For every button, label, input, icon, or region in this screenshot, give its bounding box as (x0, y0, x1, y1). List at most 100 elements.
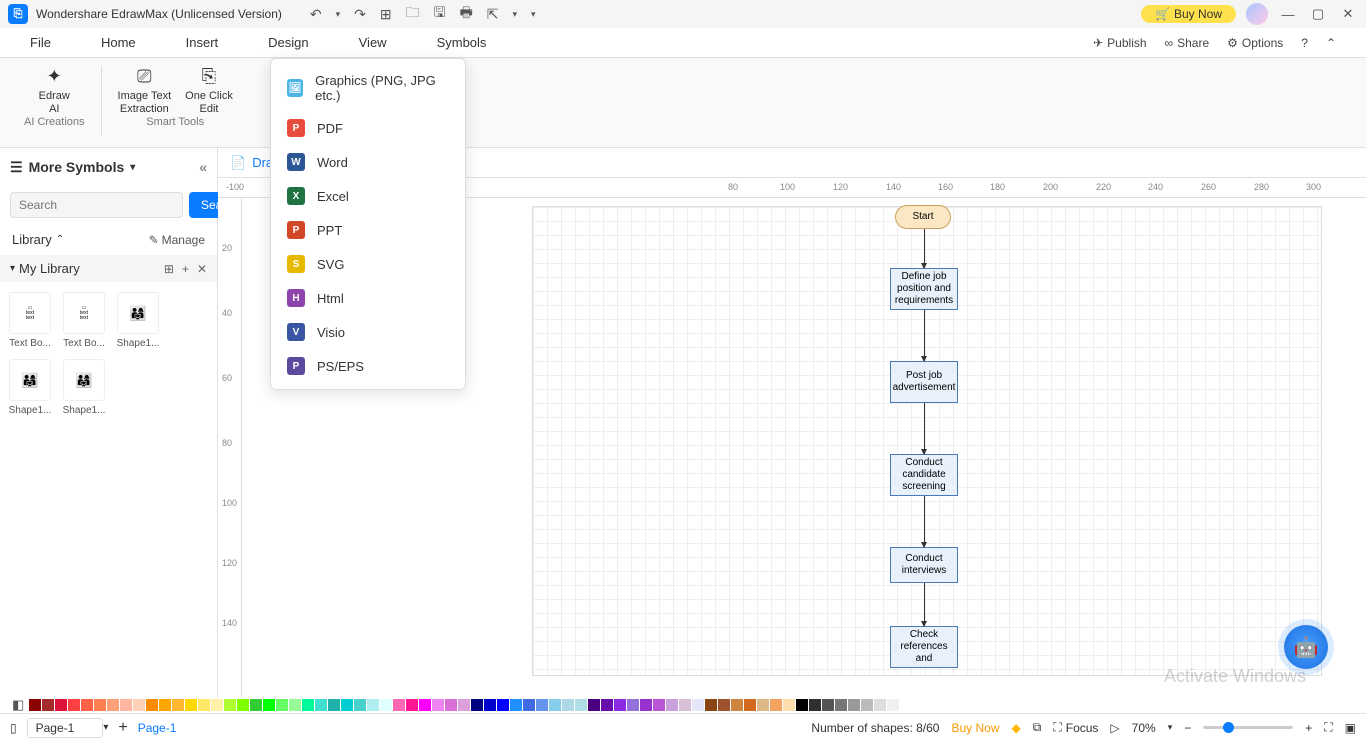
color-swatch[interactable] (822, 699, 834, 711)
flow-node[interactable]: Start (895, 205, 951, 229)
shape-item[interactable]: ▭texttextText Bo... (62, 292, 106, 349)
close-icon[interactable]: ✕ (1338, 6, 1358, 22)
color-swatch[interactable] (484, 699, 496, 711)
color-swatch[interactable] (94, 699, 106, 711)
color-swatch[interactable] (328, 699, 340, 711)
color-swatch[interactable] (458, 699, 470, 711)
color-swatch[interactable] (237, 699, 249, 711)
options-button[interactable]: ⚙Options (1227, 36, 1283, 50)
chevron-down-icon[interactable]: ▾ (10, 263, 15, 274)
color-picker-icon[interactable]: ◧ (12, 697, 24, 713)
color-swatch[interactable] (549, 699, 561, 711)
color-swatch[interactable] (783, 699, 795, 711)
export-item-word[interactable]: WWord (271, 145, 465, 179)
layers-icon[interactable]: ⧉ (1033, 720, 1042, 735)
library-label[interactable]: Library (12, 232, 52, 247)
color-swatch[interactable] (679, 699, 691, 711)
menu-file[interactable]: File (30, 35, 51, 50)
color-swatch[interactable] (523, 699, 535, 711)
pages-icon[interactable]: ▯ (10, 721, 17, 735)
flow-node[interactable]: Post job advertisement (890, 361, 958, 403)
more-icon[interactable]: ▾ (531, 9, 536, 20)
page-selector[interactable]: Page-1 (27, 718, 104, 738)
collapse-ribbon-icon[interactable]: ⌃ (1326, 36, 1336, 50)
color-swatch[interactable] (146, 699, 158, 711)
color-swatch[interactable] (42, 699, 54, 711)
flow-node[interactable]: Check references and (890, 626, 958, 668)
color-swatch[interactable] (861, 699, 873, 711)
manage-button[interactable]: ✎Manage (149, 233, 205, 247)
color-swatch[interactable] (302, 699, 314, 711)
minimize-icon[interactable]: — (1278, 7, 1298, 22)
color-swatch[interactable] (601, 699, 613, 711)
zoom-dropdown-icon[interactable]: ▾ (1168, 722, 1173, 733)
color-swatch[interactable] (263, 699, 275, 711)
undo-dropdown-icon[interactable]: ▾ (336, 9, 341, 20)
buy-now-status[interactable]: Buy Now (951, 721, 999, 735)
menu-home[interactable]: Home (101, 35, 136, 50)
color-swatch[interactable] (159, 699, 171, 711)
color-swatch[interactable] (809, 699, 821, 711)
zoom-slider[interactable] (1203, 726, 1293, 729)
color-swatch[interactable] (250, 699, 262, 711)
help-icon[interactable]: ? (1301, 36, 1308, 50)
export-item-svg[interactable]: SSVG (271, 247, 465, 281)
color-swatch[interactable] (692, 699, 704, 711)
ai-chat-button[interactable]: 🤖 (1284, 625, 1328, 669)
zoom-in-button[interactable]: + (1305, 721, 1312, 735)
color-swatch[interactable] (731, 699, 743, 711)
flow-node[interactable]: Define job position and requirements (890, 268, 958, 310)
color-swatch[interactable] (81, 699, 93, 711)
color-swatch[interactable] (666, 699, 678, 711)
my-library-label[interactable]: My Library (19, 261, 80, 276)
color-swatch[interactable] (354, 699, 366, 711)
color-swatch[interactable] (55, 699, 67, 711)
color-swatch[interactable] (68, 699, 80, 711)
color-swatch[interactable] (289, 699, 301, 711)
page-dropdown-icon[interactable]: ▾ (103, 722, 108, 733)
new-icon[interactable]: ⊞ (380, 6, 392, 23)
color-swatch[interactable] (393, 699, 405, 711)
publish-button[interactable]: ✈Publish (1093, 36, 1146, 50)
color-swatch[interactable] (588, 699, 600, 711)
export-dropdown-icon[interactable]: ▾ (513, 9, 518, 20)
export-item-excel[interactable]: XExcel (271, 179, 465, 213)
menu-symbols[interactable]: Symbols (437, 35, 487, 50)
search-input[interactable] (10, 192, 183, 218)
flow-node[interactable]: Conduct interviews (890, 547, 958, 583)
open-icon[interactable]: 🗀 (406, 2, 420, 26)
color-swatch[interactable] (445, 699, 457, 711)
add-page-button[interactable]: + (118, 719, 127, 737)
color-swatch[interactable] (796, 699, 808, 711)
color-swatch[interactable] (432, 699, 444, 711)
chevron-down-icon[interactable]: ▾ (130, 162, 135, 173)
add-icon[interactable]: + (182, 262, 189, 276)
menu-view[interactable]: View (359, 35, 387, 50)
export-item-pdf[interactable]: PPDF (271, 111, 465, 145)
shape-item[interactable]: 👨‍👩‍👧Shape1... (8, 359, 52, 416)
flow-node[interactable]: Conduct candidate screening (890, 454, 958, 496)
color-swatch[interactable] (406, 699, 418, 711)
color-swatch[interactable] (718, 699, 730, 711)
color-swatch[interactable] (640, 699, 652, 711)
save-icon[interactable]: 🖫 (434, 2, 446, 26)
fit-icon[interactable]: ⛶ (1324, 720, 1332, 735)
color-swatch[interactable] (211, 699, 223, 711)
close-lib-icon[interactable]: ✕ (197, 262, 207, 276)
color-swatch[interactable] (315, 699, 327, 711)
color-swatch[interactable] (107, 699, 119, 711)
color-swatch[interactable] (757, 699, 769, 711)
color-swatch[interactable] (185, 699, 197, 711)
color-swatch[interactable] (198, 699, 210, 711)
color-swatch[interactable] (848, 699, 860, 711)
color-swatch[interactable] (172, 699, 184, 711)
export-item-graphics-png-jpg-etc-[interactable]: 🖼Graphics (PNG, JPG etc.) (271, 65, 465, 111)
zoom-out-button[interactable]: − (1184, 721, 1191, 735)
color-swatch[interactable] (744, 699, 756, 711)
redo-icon[interactable]: ↷ (354, 6, 366, 23)
focus-button[interactable]: ⛶Focus (1053, 720, 1098, 735)
fullscreen-icon[interactable]: ▣ (1345, 721, 1356, 735)
color-swatch[interactable] (627, 699, 639, 711)
avatar[interactable] (1246, 3, 1268, 25)
color-swatch[interactable] (367, 699, 379, 711)
